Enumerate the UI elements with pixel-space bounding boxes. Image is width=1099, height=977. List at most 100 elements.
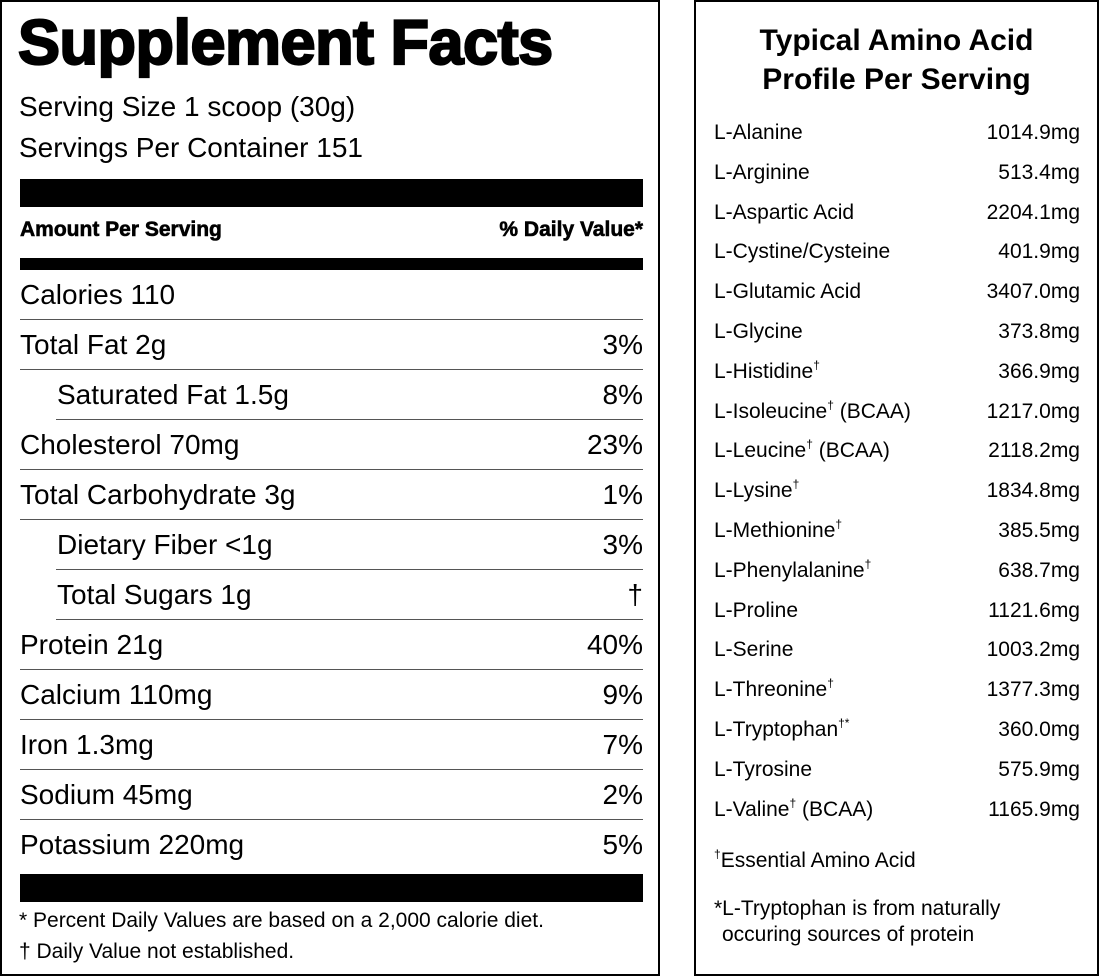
daily-value-footnote: * Percent Daily Values are based on a 2,… bbox=[19, 909, 544, 932]
amino-acid-label: L-Arginine bbox=[714, 160, 810, 184]
nutrient-row-protein: Protein 21g 40% bbox=[20, 620, 643, 670]
nutrient-dv: 8% bbox=[602, 379, 643, 410]
amino-acid-suffix: (BCAA) bbox=[812, 439, 890, 463]
amino-acid-name: L-Arginine bbox=[714, 161, 810, 185]
medium-divider bbox=[20, 258, 643, 270]
amino-acid-value: 2204.1mg bbox=[986, 200, 1080, 224]
amino-acid-row: L-Methionine† 385.5mg bbox=[714, 511, 1080, 551]
amino-acid-value: 2118.2mg bbox=[988, 439, 1080, 463]
nutrient-dv: 3% bbox=[602, 329, 643, 360]
thick-divider-bottom bbox=[20, 874, 643, 902]
nutrient-dv: † bbox=[627, 579, 643, 610]
nutrient-row-saturated-fat: Saturated Fat 1.5g 8% bbox=[20, 370, 643, 420]
row-divider bbox=[20, 768, 643, 770]
footnote-mark: † bbox=[835, 516, 843, 531]
servings-per-container: Servings Per Container 151 bbox=[19, 132, 363, 163]
nutrient-name: Saturated Fat 1.5g bbox=[57, 379, 289, 410]
nutrient-dv: 7% bbox=[602, 729, 643, 760]
amino-acid-value: 385.5mg bbox=[998, 518, 1080, 542]
nutrient-dv: 23% bbox=[586, 429, 643, 460]
amino-acid-name: L-Proline bbox=[714, 599, 798, 623]
amino-acid-row: L-Lysine† 1834.8mg bbox=[714, 471, 1080, 511]
amino-acid-label: L-Phenylalanine bbox=[714, 558, 865, 582]
amino-acid-label: L-Tyrosine bbox=[714, 757, 813, 781]
amino-acid-label: L-Glutamic Acid bbox=[714, 280, 862, 304]
nutrient-row-total-carbohydrate: Total Carbohydrate 3g 1% bbox=[20, 470, 643, 520]
row-divider bbox=[56, 568, 643, 570]
row-divider bbox=[20, 518, 643, 520]
amino-acid-value: 575.9mg bbox=[998, 757, 1080, 781]
nutrient-dv: 2% bbox=[602, 779, 643, 810]
nutrient-dv: 1% bbox=[602, 479, 643, 510]
nutrient-name: Calcium 110mg bbox=[20, 679, 213, 710]
amino-acid-name: L-Histidine† bbox=[714, 357, 820, 384]
amino-acid-name: L-Isoleucine† (BCAA) bbox=[714, 399, 911, 424]
amino-acid-label: L-Histidine bbox=[714, 359, 814, 383]
amino-acid-value: 1165.9mg bbox=[988, 797, 1080, 821]
nutrient-name: Cholesterol 70mg bbox=[20, 429, 240, 460]
amino-acid-suffix: (BCAA) bbox=[796, 797, 874, 821]
amino-acid-value: 360.0mg bbox=[998, 717, 1080, 741]
amino-acid-label: L-Valine bbox=[714, 797, 790, 821]
amino-acid-label: L-Threonine bbox=[714, 678, 828, 702]
amino-acid-label: L-Proline bbox=[714, 598, 799, 622]
footnote-mark: † bbox=[864, 556, 872, 571]
amino-acid-value: 1834.8mg bbox=[986, 479, 1080, 503]
essential-amino-note: †Essential Amino Acid bbox=[714, 848, 916, 874]
amino-acid-name: L-Glutamic Acid bbox=[714, 280, 861, 304]
amino-acid-label: L-Glycine bbox=[714, 319, 803, 343]
amino-acid-label: L-Lysine bbox=[714, 479, 793, 503]
amino-acid-row: L-Proline 1121.6mg bbox=[714, 591, 1080, 631]
amino-acid-title: Typical Amino Acid Profile Per Serving bbox=[696, 21, 1097, 99]
amino-acid-row: L-Leucine† (BCAA) 2118.2mg bbox=[714, 431, 1080, 471]
amino-acid-row: L-Histidine† 366.9mg bbox=[714, 352, 1080, 392]
amino-acid-list: L-Alanine 1014.9mg L-Arginine 513.4mg L-Aspa… bbox=[714, 113, 1080, 829]
amino-acid-panel: Typical Amino Acid Profile Per Serving L… bbox=[694, 0, 1099, 976]
amino-acid-value: 1377.3mg bbox=[986, 678, 1080, 702]
amino-acid-name: L-Cystine/Cysteine bbox=[714, 240, 890, 264]
nutrient-row-potassium: Potassium 220mg 5% bbox=[20, 820, 643, 870]
nutrient-row-iron: Iron 1.3mg 7% bbox=[20, 720, 643, 770]
amino-acid-value: 3407.0mg bbox=[986, 280, 1080, 304]
footnote-mark: † bbox=[827, 676, 834, 691]
nutrient-name: Potassium 220mg bbox=[20, 829, 245, 860]
amino-acid-label: L-Leucine bbox=[714, 439, 807, 463]
nutrient-table: Calories 110 Total Fat 2g 3% Saturated F… bbox=[20, 270, 643, 870]
table-header: Amount Per Serving % Daily Value* bbox=[20, 218, 644, 244]
row-divider bbox=[20, 818, 643, 820]
amino-acid-label: L-Methionine bbox=[714, 518, 836, 542]
amino-acid-name: L-Valine† (BCAA) bbox=[714, 797, 874, 822]
nutrient-name: Total Sugars 1g bbox=[57, 579, 252, 610]
amino-acid-row: L-Cystine/Cysteine 401.9mg bbox=[714, 232, 1080, 272]
amino-acid-label: L-Tryptophan bbox=[714, 717, 839, 741]
amino-acid-value: 401.9mg bbox=[998, 240, 1080, 264]
amino-acid-row: L-Valine† (BCAA) 1165.9mg bbox=[714, 790, 1080, 830]
supplement-facts-panel: Supplement Facts Serving Size 1 scoop (3… bbox=[0, 0, 660, 976]
nutrient-name: Protein 21g bbox=[20, 629, 164, 660]
footnote-mark: † bbox=[813, 357, 820, 372]
amino-acid-row: L-Glycine 373.8mg bbox=[714, 312, 1080, 352]
row-divider bbox=[56, 418, 643, 420]
amino-acid-name: L-Leucine† (BCAA) bbox=[714, 437, 890, 463]
amino-acid-name: L-Aspartic Acid bbox=[714, 201, 854, 225]
nutrient-row-cholesterol: Cholesterol 70mg 23% bbox=[20, 420, 643, 470]
amino-acid-label: L-Isoleucine bbox=[714, 399, 828, 423]
amino-acid-name: L-Serine bbox=[714, 638, 793, 662]
nutrient-name: Total Carbohydrate 3g bbox=[20, 479, 296, 510]
nutrient-name: Total Fat 2g bbox=[20, 329, 167, 360]
amino-acid-value: 366.9mg bbox=[998, 359, 1080, 383]
amino-acid-value: 513.4mg bbox=[998, 160, 1080, 184]
essential-amino-text: Essential Amino Acid bbox=[720, 849, 916, 872]
row-divider bbox=[20, 318, 643, 320]
supplement-facts-title: Supplement Facts bbox=[17, 8, 554, 78]
tryptophan-note-line-2: occuring sources of protein bbox=[722, 923, 975, 947]
amount-per-serving-header: Amount Per Serving bbox=[20, 218, 222, 242]
amino-acid-name: L-Glycine bbox=[714, 320, 803, 344]
row-divider bbox=[20, 718, 643, 720]
nutrient-row-calories: Calories 110 bbox=[20, 270, 643, 320]
nutrient-dv: 3% bbox=[602, 529, 643, 560]
tryptophan-note-line-1: *L-Tryptophan is from naturally bbox=[714, 897, 1001, 920]
amino-acid-row: L-Aspartic Acid 2204.1mg bbox=[714, 193, 1080, 233]
amino-acid-row: L-Threonine† 1377.3mg bbox=[714, 670, 1080, 710]
footnote-mark: † bbox=[806, 437, 813, 452]
